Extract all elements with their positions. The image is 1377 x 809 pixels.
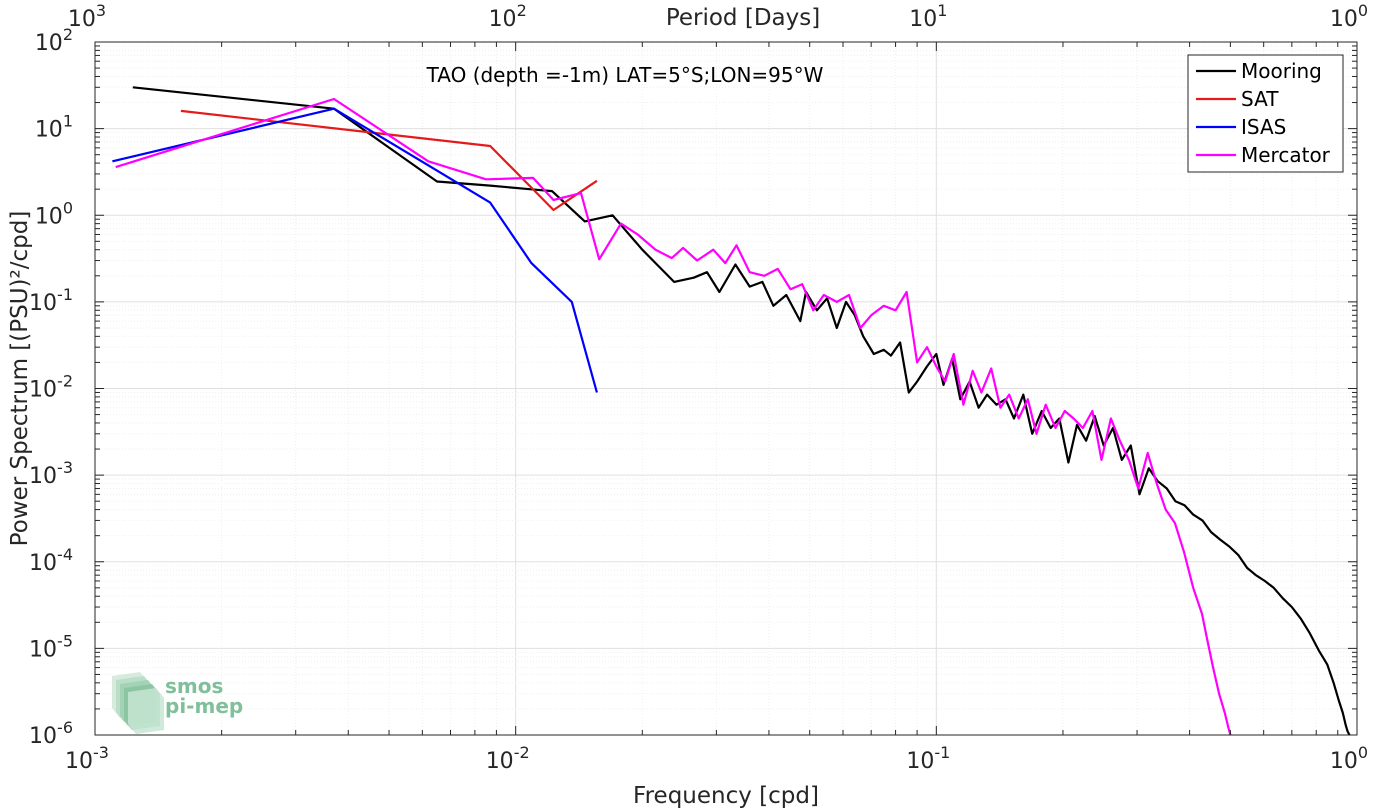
y-tick-label: 10-5 [29,631,73,662]
y-tick-label: 100 [35,198,73,229]
y-tick-label: 101 [35,112,73,143]
x-tick-label: 100 [1330,743,1368,774]
logo-mark [128,688,164,734]
y-tick-label: 10-2 [29,372,73,403]
x2-tick-label: 102 [489,1,527,32]
logo-text-pi-mep: pi-mep [165,694,243,718]
series-line-mercator [115,97,1232,736]
series-line-mooring [132,86,1351,736]
tick-marks [94,41,1358,736]
y-tick-label: 10-6 [29,718,73,749]
legend: Mooring SAT ISAS Mercator [1187,54,1344,173]
x2-tick-label: 103 [68,1,106,32]
legend-label-isas: ISAS [1241,115,1286,139]
y-tick-label: 10-1 [29,285,73,316]
legend-label-mooring: Mooring [1241,59,1322,83]
logo-text-smos: smos [165,674,223,698]
y-tick-label: 10-4 [29,545,73,576]
grid [94,42,1357,736]
x-axis-label: Frequency [cpd] [633,783,819,809]
legend-box [1187,54,1344,173]
legend-label-mercator: Mercator [1241,143,1331,167]
series-line-isas [112,107,598,393]
chart-title: TAO (depth =-1m) LAT=5°S;LON=95°W [426,63,824,87]
y-tick-label: 10-3 [29,458,73,489]
x2-axis-label: Period [Days] [666,5,820,31]
y-axis-label: Power Spectrum [(PSU)²/cpd] [7,211,33,547]
x2-tick-label: 100 [1330,1,1368,32]
x-tick-label: 10-2 [486,743,530,774]
x2-tick-label: 101 [909,1,947,32]
legend-label-sat: SAT [1241,87,1279,111]
x-tick-label: 10-1 [906,743,950,774]
y-tick-label: 102 [35,25,73,56]
x-tick-label: 10-3 [65,743,109,774]
